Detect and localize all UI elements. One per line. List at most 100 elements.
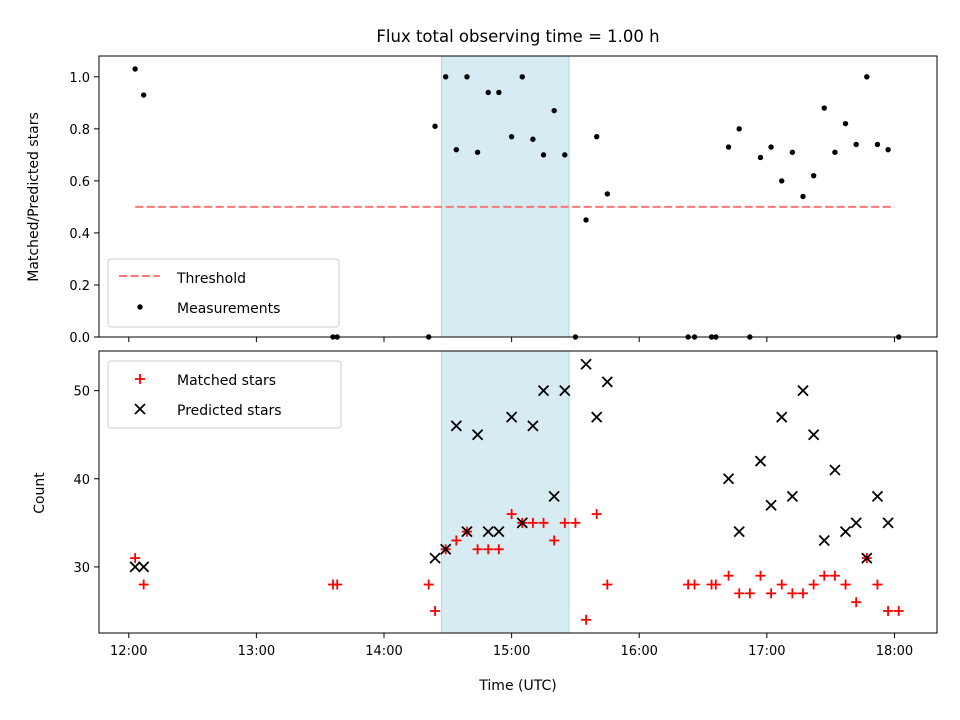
top-y-tick-label: 1.0 bbox=[69, 71, 90, 86]
legend-predicted-swatch bbox=[134, 403, 146, 415]
predicted-star-point bbox=[461, 526, 473, 538]
matched-star-point bbox=[766, 588, 777, 599]
predicted-star-point bbox=[482, 526, 494, 538]
x-tick-label: 13:00 bbox=[238, 644, 275, 659]
top-y-axis-label: Matched/Predicted stars bbox=[26, 112, 42, 282]
predicted-star-point bbox=[450, 420, 462, 432]
predicted-star-point bbox=[493, 526, 505, 538]
matched-star-point bbox=[570, 517, 581, 528]
measurement-point bbox=[821, 105, 827, 111]
matched-star-point bbox=[591, 509, 602, 520]
matched-star-point bbox=[602, 579, 613, 590]
top-y-tick-label: 0.6 bbox=[69, 175, 90, 190]
matched-star-point bbox=[755, 570, 766, 581]
predicted-star-point bbox=[505, 411, 518, 423]
matched-star-point bbox=[559, 517, 570, 528]
x-axis-label: Time (UTC) bbox=[478, 678, 556, 694]
matched-star-point bbox=[710, 579, 721, 590]
measurement-point bbox=[779, 178, 785, 184]
measurement-point bbox=[453, 146, 460, 153]
matched-star-point bbox=[744, 588, 755, 599]
legend-predicted-label: Predicted stars bbox=[177, 403, 282, 419]
predicted-star-point bbox=[797, 385, 809, 397]
predicted-star-point bbox=[129, 561, 141, 573]
matched-star-point bbox=[851, 597, 862, 608]
measurement-point bbox=[496, 89, 502, 96]
top-legend-box bbox=[107, 258, 340, 328]
predicted-star-point bbox=[776, 411, 788, 423]
matched-star-point bbox=[332, 579, 343, 590]
measurement-point bbox=[810, 172, 817, 179]
x-tick-label: 16:00 bbox=[620, 644, 657, 659]
x-tick-label: 14:00 bbox=[365, 644, 402, 659]
matched-star-point bbox=[734, 588, 745, 599]
bottom-highlight-span bbox=[440, 350, 570, 634]
predicted-star-point bbox=[786, 490, 799, 503]
legend-matched-swatch bbox=[135, 374, 145, 384]
predicted-star-point bbox=[138, 561, 150, 573]
predicted-star-point bbox=[850, 517, 862, 529]
predicted-star-point bbox=[861, 552, 873, 564]
matched-star-point bbox=[506, 509, 517, 520]
matched-star-point bbox=[883, 605, 894, 616]
predicted-star-point bbox=[591, 411, 603, 423]
measurement-point bbox=[562, 152, 568, 158]
matched-star-point bbox=[549, 535, 560, 546]
measurement-point bbox=[832, 149, 838, 155]
predicted-star-point bbox=[548, 490, 560, 503]
measurement-point bbox=[485, 89, 491, 96]
bottom-legend-box bbox=[107, 360, 342, 429]
predicted-star-point bbox=[559, 385, 571, 397]
bottom-y-axis-label: Count bbox=[32, 472, 48, 514]
top-highlight-span bbox=[440, 55, 570, 338]
matched-star-point bbox=[829, 570, 840, 581]
matched-star-point bbox=[430, 605, 441, 616]
matched-star-point bbox=[798, 588, 809, 599]
matched-star-point bbox=[538, 517, 549, 528]
bottom-panel: 30 40 50 12:00 13:00 14:00 15:00 16:00 17:00 18:0… bbox=[32, 350, 938, 694]
predicted-star-point bbox=[818, 534, 830, 547]
top-y-tick-label: 0.0 bbox=[69, 331, 90, 346]
bottom-y-tick-label: 50 bbox=[73, 385, 90, 400]
predicted-star-point bbox=[754, 455, 767, 467]
predicted-star-point bbox=[871, 490, 884, 503]
predicted-star-point bbox=[429, 552, 441, 564]
top-y-tick-label: 0.8 bbox=[69, 123, 90, 138]
measurement-point bbox=[757, 154, 764, 161]
x-tick-label: 18:00 bbox=[876, 644, 913, 659]
top-y-tick-label: 0.2 bbox=[69, 279, 90, 294]
predicted-star-point bbox=[839, 526, 852, 538]
measurement-point bbox=[432, 123, 438, 129]
measurement-point bbox=[885, 146, 891, 153]
x-tick-label: 15:00 bbox=[493, 644, 530, 659]
predicted-star-point bbox=[440, 543, 452, 555]
measurement-point bbox=[789, 149, 796, 155]
bottom-plot-frame bbox=[98, 350, 938, 634]
measurement-point bbox=[864, 74, 870, 80]
legend-matched-marker bbox=[135, 374, 145, 384]
measurement-point bbox=[530, 136, 536, 142]
measurement-point bbox=[519, 74, 525, 80]
matched-star-point bbox=[483, 544, 494, 555]
bottom-legend: Matched stars Predicted stars bbox=[107, 360, 342, 429]
predicted-star-point bbox=[733, 526, 745, 538]
matched-star-point bbox=[808, 579, 819, 590]
measurement-point bbox=[583, 217, 589, 223]
predicted-star-point bbox=[601, 376, 613, 388]
matched-star-point bbox=[138, 579, 149, 590]
legend-measurements-swatch bbox=[137, 304, 143, 310]
legend-measurements-label: Measurements bbox=[177, 301, 280, 317]
matched-star-point bbox=[527, 517, 538, 528]
matched-star-point bbox=[451, 535, 462, 546]
matched-star-point bbox=[130, 553, 141, 564]
measurement-point bbox=[842, 120, 849, 127]
measurement-point bbox=[508, 133, 515, 140]
measurement-point bbox=[464, 74, 470, 80]
matched-star-point bbox=[819, 570, 830, 581]
matched-star-point bbox=[689, 579, 700, 590]
measurement-point bbox=[604, 191, 611, 197]
measurement-point bbox=[853, 141, 859, 148]
measurement-point bbox=[725, 144, 732, 150]
predicted-star-point bbox=[527, 420, 539, 432]
